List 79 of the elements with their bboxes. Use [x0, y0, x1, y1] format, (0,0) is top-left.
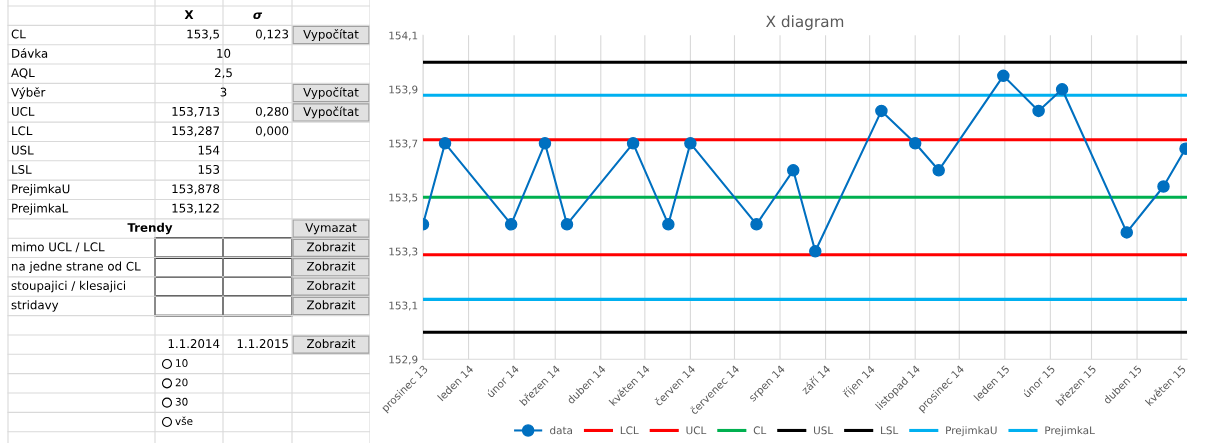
text: 153,713 — [172, 106, 220, 118]
legend-label: UCL — [686, 426, 707, 435]
text: 0,280 — [255, 106, 289, 118]
text: 0,123 — [255, 29, 289, 40]
text: Výběr — [11, 87, 46, 100]
point — [809, 245, 822, 258]
legend-label: data — [550, 426, 573, 435]
point — [1032, 104, 1045, 118]
text: 20 — [175, 378, 188, 387]
text: 2,5 — [214, 68, 232, 79]
point — [908, 137, 922, 150]
point — [1055, 83, 1069, 96]
text: stridavy — [11, 300, 59, 312]
legend-label: PrejimkaU — [946, 426, 997, 437]
point — [932, 164, 945, 177]
point — [1157, 180, 1170, 193]
text: AQL — [11, 68, 35, 79]
legend-label: LCL — [620, 426, 639, 435]
point — [538, 137, 552, 150]
point — [662, 218, 675, 231]
point — [684, 137, 697, 150]
text: 10 — [217, 48, 231, 58]
text: 0,000 — [255, 126, 289, 137]
y-tick-label: 153,9 — [389, 85, 418, 95]
text: vše — [175, 416, 193, 426]
text: Zobrazit — [307, 338, 356, 349]
y-tick-label: 154,1 — [389, 31, 418, 41]
text: mimo UCL / LCL — [12, 242, 105, 253]
text: Vypočítat — [303, 87, 359, 100]
text: stoupajici / klesajici — [11, 280, 126, 293]
text: 153,878 — [172, 184, 220, 195]
y-tick-label: 153,7 — [389, 139, 418, 149]
text: 30 — [175, 397, 188, 406]
legend-label: CL — [753, 426, 767, 435]
point — [438, 137, 452, 150]
text: Dávka — [12, 48, 48, 58]
text: 1.1.2015 — [237, 339, 288, 349]
point — [750, 218, 763, 231]
point — [1120, 226, 1134, 239]
text: PrejimkaL — [12, 203, 69, 215]
text: LSL — [12, 164, 32, 174]
text: LCL — [12, 126, 33, 136]
legend-label: LSL — [881, 426, 899, 435]
text: na jedne strane od CL — [12, 261, 141, 273]
text: 3 — [220, 87, 227, 97]
text: Trendy — [127, 222, 173, 235]
point — [997, 69, 1010, 83]
text: Zobrazit — [307, 300, 356, 310]
legend-label: PrejimkaL — [1045, 426, 1095, 437]
text: CL — [11, 29, 26, 39]
y-tick-label: 152,9 — [389, 355, 418, 365]
chart-title: X diagram — [766, 15, 844, 31]
legend-label: USL — [814, 426, 834, 435]
y-tick-label: 153,5 — [389, 193, 418, 203]
text: USL — [12, 145, 34, 155]
point — [504, 218, 518, 231]
text: 1.1.2014 — [168, 339, 220, 349]
y-tick-label: 153,1 — [389, 301, 418, 311]
text: X — [184, 10, 194, 19]
text: 10 — [176, 359, 188, 367]
text: Vypočítat — [303, 106, 359, 119]
point — [560, 218, 574, 231]
point — [875, 104, 888, 118]
text: Zobrazit — [307, 280, 356, 290]
text: Vymazat — [305, 223, 357, 235]
text: PrejimkaU — [12, 184, 70, 196]
text: 153,122 — [172, 203, 219, 214]
text: Zobrazit — [307, 242, 356, 252]
text: UCL — [12, 106, 35, 116]
text: Zobrazit — [307, 261, 356, 271]
point — [626, 137, 640, 150]
text: 153,287 — [172, 126, 219, 137]
text: σ — [253, 12, 263, 20]
text: 153,5 — [187, 29, 219, 40]
text: 153 — [198, 164, 220, 174]
point — [786, 164, 800, 177]
y-tick-label: 153,3 — [389, 247, 418, 257]
text: 154 — [198, 145, 220, 155]
text: Vypočítat — [303, 29, 359, 41]
